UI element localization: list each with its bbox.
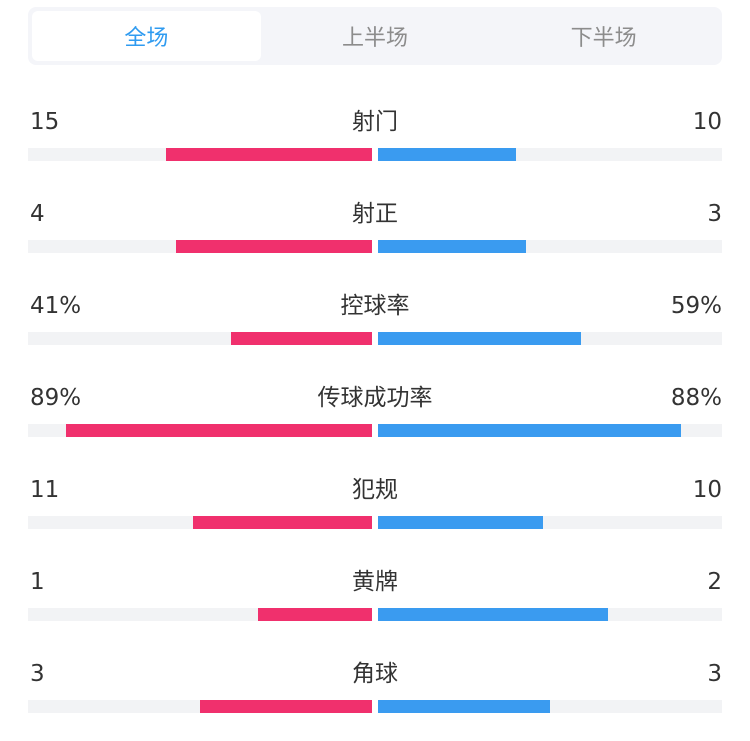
home-value: 41%	[30, 293, 82, 319]
stat-label: 控球率	[340, 293, 410, 319]
stat-row-pass-accuracy: 89% 传球成功率 88%	[0, 368, 750, 460]
home-bar-track	[28, 332, 372, 345]
home-value: 89%	[30, 385, 82, 411]
away-bar-track	[378, 148, 722, 161]
home-bar	[200, 700, 372, 713]
stat-row-fouls: 11 犯规 10	[0, 460, 750, 552]
away-value: 88%	[670, 385, 722, 411]
away-bar	[378, 424, 681, 437]
home-value: 1	[30, 569, 45, 595]
home-bar-track	[28, 424, 372, 437]
stat-label: 犯规	[352, 477, 398, 503]
stat-row-yellow-cards: 1 黄牌 2	[0, 552, 750, 644]
home-bar	[258, 608, 372, 621]
stat-label: 射门	[352, 109, 398, 135]
stat-label: 射正	[352, 201, 398, 227]
stat-row-shots-on-target: 4 射正 3	[0, 184, 750, 276]
stats-list: 15 射门 10 4 射正 3 41% 控球率 59% 89% 传球成功率 88…	[0, 92, 750, 736]
home-bar-track	[28, 608, 372, 621]
away-value: 3	[707, 201, 722, 227]
stat-row-shots: 15 射门 10	[0, 92, 750, 184]
home-bar	[175, 240, 372, 253]
away-value: 10	[692, 477, 722, 503]
home-bar	[65, 424, 372, 437]
home-bar-track	[28, 240, 372, 253]
away-value: 59%	[670, 293, 722, 319]
away-bar-track	[378, 516, 722, 529]
away-bar	[378, 332, 581, 345]
away-bar	[378, 240, 526, 253]
away-bar-track	[378, 700, 722, 713]
home-value: 15	[30, 109, 60, 135]
home-bar-track	[28, 148, 372, 161]
away-value: 3	[707, 661, 722, 687]
away-value: 10	[692, 109, 722, 135]
away-bar-track	[378, 608, 722, 621]
away-bar-track	[378, 332, 722, 345]
stat-row-corners: 3 角球 3	[0, 644, 750, 736]
away-bar	[378, 148, 516, 161]
stat-label: 角球	[352, 661, 398, 687]
period-tabs: 全场 上半场 下半场	[28, 7, 722, 65]
away-bar	[378, 516, 544, 529]
home-bar-track	[28, 700, 372, 713]
stat-row-possession: 41% 控球率 59%	[0, 276, 750, 368]
home-bar-track	[28, 516, 372, 529]
away-bar	[378, 700, 550, 713]
tab-second-half[interactable]: 下半场	[570, 26, 637, 51]
tab-first-half[interactable]: 上半场	[342, 26, 409, 51]
tab-full-match[interactable]: 全场	[32, 11, 261, 61]
away-bar	[378, 608, 609, 621]
home-value: 3	[30, 661, 45, 687]
home-bar	[193, 516, 372, 529]
home-bar	[230, 332, 372, 345]
home-value: 11	[30, 477, 60, 503]
away-bar-track	[378, 424, 722, 437]
away-value: 2	[707, 569, 722, 595]
stat-label: 传球成功率	[317, 385, 433, 411]
home-value: 4	[30, 201, 45, 227]
home-bar	[165, 148, 372, 161]
stat-label: 黄牌	[352, 569, 398, 595]
away-bar-track	[378, 240, 722, 253]
